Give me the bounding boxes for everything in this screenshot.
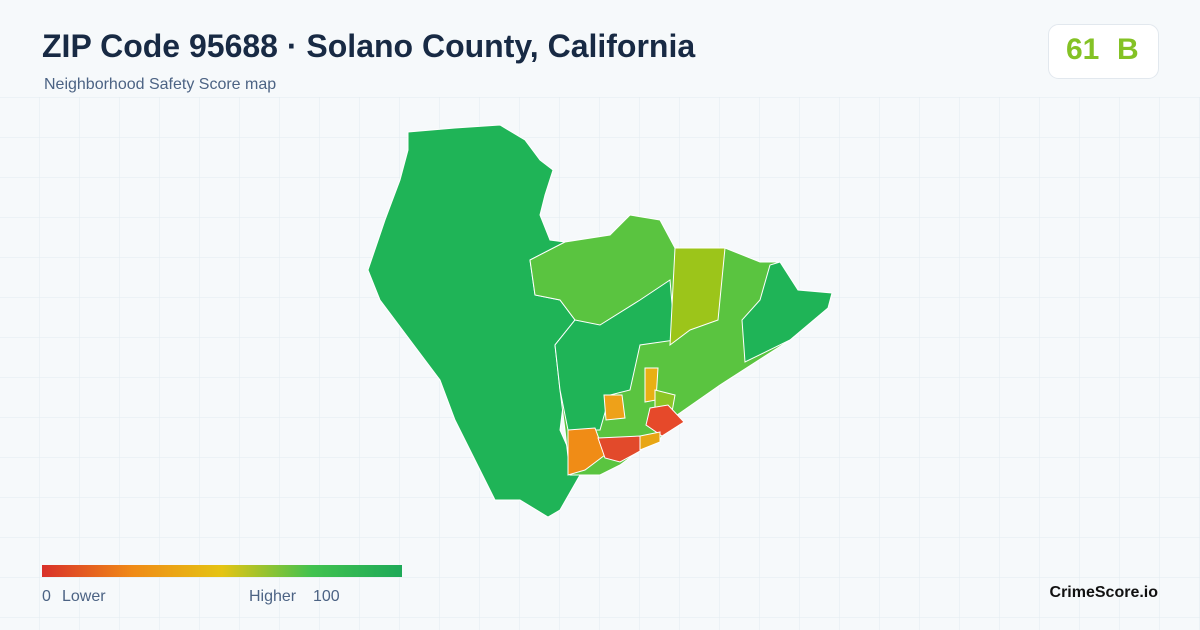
score-box [1048, 24, 1159, 79]
legend-max-label: Higher [249, 588, 297, 605]
region [554, 279, 676, 431]
region [669, 247, 726, 347]
title: ZIP Code 95688 · Solano County, Californ… [42, 28, 696, 64]
legend-min: 0 [42, 588, 51, 605]
legend-min-label: Lower [62, 588, 106, 605]
brand: CrimeScore.io [1049, 584, 1158, 601]
region [603, 394, 626, 421]
region [645, 404, 685, 437]
legend-bar [42, 565, 402, 577]
region [597, 435, 643, 463]
region [741, 261, 833, 363]
legend-max: 100 [313, 588, 340, 605]
score-value: 61 [1066, 33, 1100, 66]
score-grade: B [1117, 33, 1139, 66]
subtitle: Neighborhood Safety Score map [44, 76, 277, 93]
region [567, 427, 606, 476]
region [639, 431, 661, 451]
regions [367, 124, 833, 518]
